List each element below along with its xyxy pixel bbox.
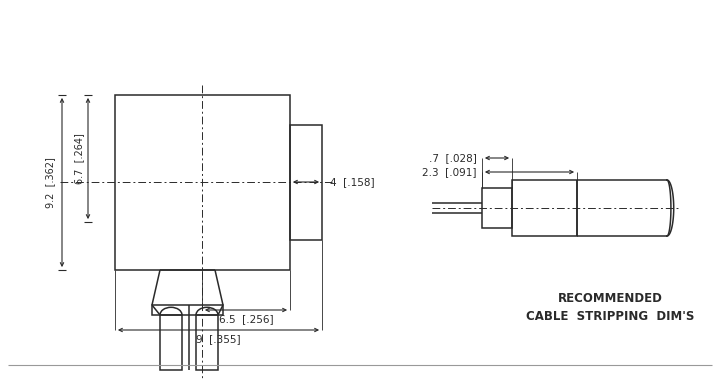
Bar (512, 180, 577, 236)
Bar (160, 315, 182, 370)
Bar (482, 188, 512, 228)
Text: 9.2  [.362]: 9.2 [.362] (45, 157, 55, 208)
Bar (290, 125, 322, 240)
Text: 6.7  [.264]: 6.7 [.264] (74, 133, 84, 184)
Text: 2.3  [.091]: 2.3 [.091] (423, 167, 477, 177)
Text: 4  [.158]: 4 [.158] (330, 177, 374, 187)
Bar (196, 315, 218, 370)
Text: RECOMMENDED: RECOMMENDED (557, 292, 662, 305)
Text: CABLE  STRIPPING  DIM'S: CABLE STRIPPING DIM'S (526, 310, 694, 323)
Bar (115, 95, 290, 270)
Text: 6.5  [.256]: 6.5 [.256] (219, 314, 274, 324)
Bar (152, 305, 223, 315)
Text: .7  [.028]: .7 [.028] (429, 153, 477, 163)
Text: 9  [.355]: 9 [.355] (196, 334, 240, 344)
